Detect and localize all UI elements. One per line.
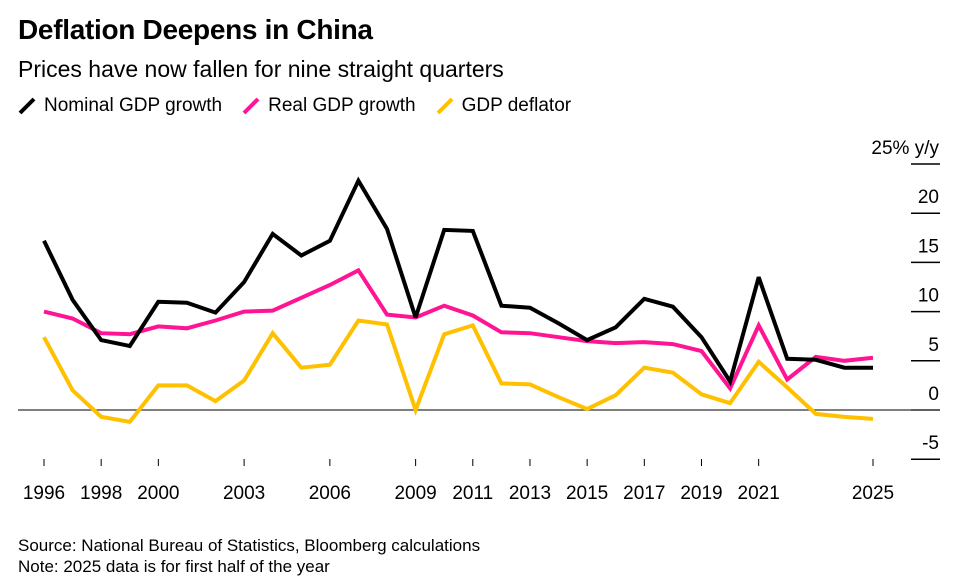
y-tick-label: 10 bbox=[918, 286, 939, 307]
footer: Source: National Bureau of Statistics, B… bbox=[18, 535, 480, 577]
series-line-nominal-gdp-growth bbox=[42, 176, 873, 387]
x-tick-label: 2013 bbox=[509, 483, 551, 504]
x-tick-label: 1996 bbox=[23, 483, 65, 504]
legend-item-real: Real GDP growth bbox=[242, 95, 416, 117]
y-tick-label: 20 bbox=[918, 187, 939, 208]
x-tick-label: 2006 bbox=[309, 483, 351, 504]
legend-swatch-nominal-icon bbox=[18, 97, 36, 115]
footnote: Note: 2025 data is for first half of the… bbox=[18, 557, 330, 576]
series-line-real-gdp-growth bbox=[43, 267, 874, 393]
y-axis: 25% y/y 20 15 10 5 0 -5 bbox=[871, 138, 940, 460]
legend-swatch-real-icon bbox=[242, 97, 260, 115]
series-gdp-deflator bbox=[42, 318, 874, 424]
x-tick-label: 2015 bbox=[566, 483, 608, 504]
x-tick-label: 2025 bbox=[852, 483, 894, 504]
legend-label-nominal: Nominal GDP growth bbox=[44, 95, 223, 116]
y-tick-label: 15 bbox=[918, 236, 939, 257]
y-tick-label: 25% y/y bbox=[871, 138, 939, 159]
y-tick-label: 5 bbox=[928, 335, 939, 356]
y-tick-label: -5 bbox=[922, 433, 939, 454]
chart-title: Deflation Deepens in China bbox=[18, 14, 373, 45]
x-tick-label: 2019 bbox=[680, 483, 722, 504]
x-tick-label: 2003 bbox=[223, 483, 265, 504]
series-layer bbox=[42, 176, 874, 424]
series-real-gdp-growth bbox=[43, 267, 874, 393]
x-tick-label: 2021 bbox=[738, 483, 780, 504]
legend-item-nominal: Nominal GDP growth bbox=[18, 95, 222, 117]
y-tick-label: 0 bbox=[928, 384, 939, 405]
series-line-gdp-deflator bbox=[42, 318, 874, 424]
x-tick-label: 2000 bbox=[137, 483, 179, 504]
x-tick-label: 2011 bbox=[452, 483, 493, 504]
x-tick-label: 1998 bbox=[80, 483, 122, 504]
legend-label-deflator: GDP deflator bbox=[461, 95, 572, 116]
legend-swatch-deflator-icon bbox=[436, 97, 454, 115]
legend: Nominal GDP growth Real GDP growth GDP d… bbox=[18, 95, 591, 117]
series-nominal-gdp-growth bbox=[42, 176, 873, 387]
legend-label-real: Real GDP growth bbox=[268, 95, 416, 116]
source-note: Source: National Bureau of Statistics, B… bbox=[18, 536, 481, 555]
chart-subtitle: Prices have now fallen for nine straight… bbox=[18, 56, 504, 82]
x-tick-label: 2009 bbox=[394, 483, 436, 504]
x-tick-label: 2017 bbox=[623, 483, 665, 504]
x-axis: 1996 1998 2000 2003 2006 2009 2011 2013 2015 2017… bbox=[23, 459, 894, 504]
legend-item-deflator: GDP deflator bbox=[436, 95, 571, 117]
